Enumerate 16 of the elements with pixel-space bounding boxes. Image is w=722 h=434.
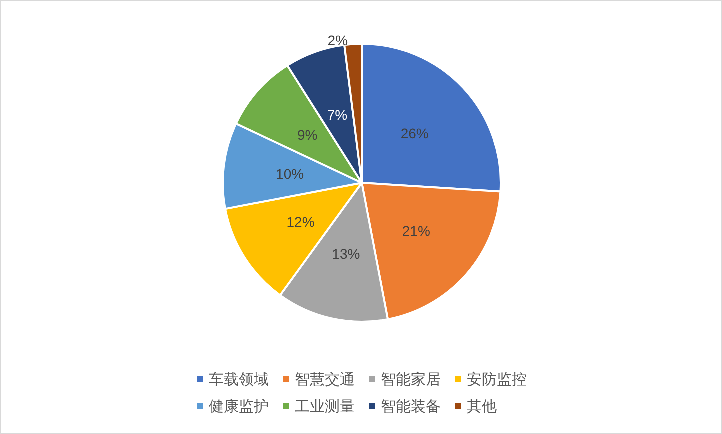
data-label: 7% [327,106,348,123]
data-label: 2% [328,32,348,48]
data-label: 10% [276,166,304,182]
data-label: 9% [298,127,318,144]
legend-label: 智能家居 [381,370,441,388]
data-label: 12% [286,214,315,230]
legend-label: 智慧交通 [295,370,355,388]
data-label: 21% [402,222,430,239]
legend-label: 其他 [467,398,497,416]
data-label: 26% [400,125,429,142]
legend-label: 安防监控 [467,370,527,388]
data-label: 13% [332,246,360,262]
legend-label: 车载领域 [209,370,269,388]
legend-label: 智能装备 [381,398,441,416]
legend-label: 健康监护 [209,398,269,416]
legend-label: 工业测量 [295,398,355,416]
